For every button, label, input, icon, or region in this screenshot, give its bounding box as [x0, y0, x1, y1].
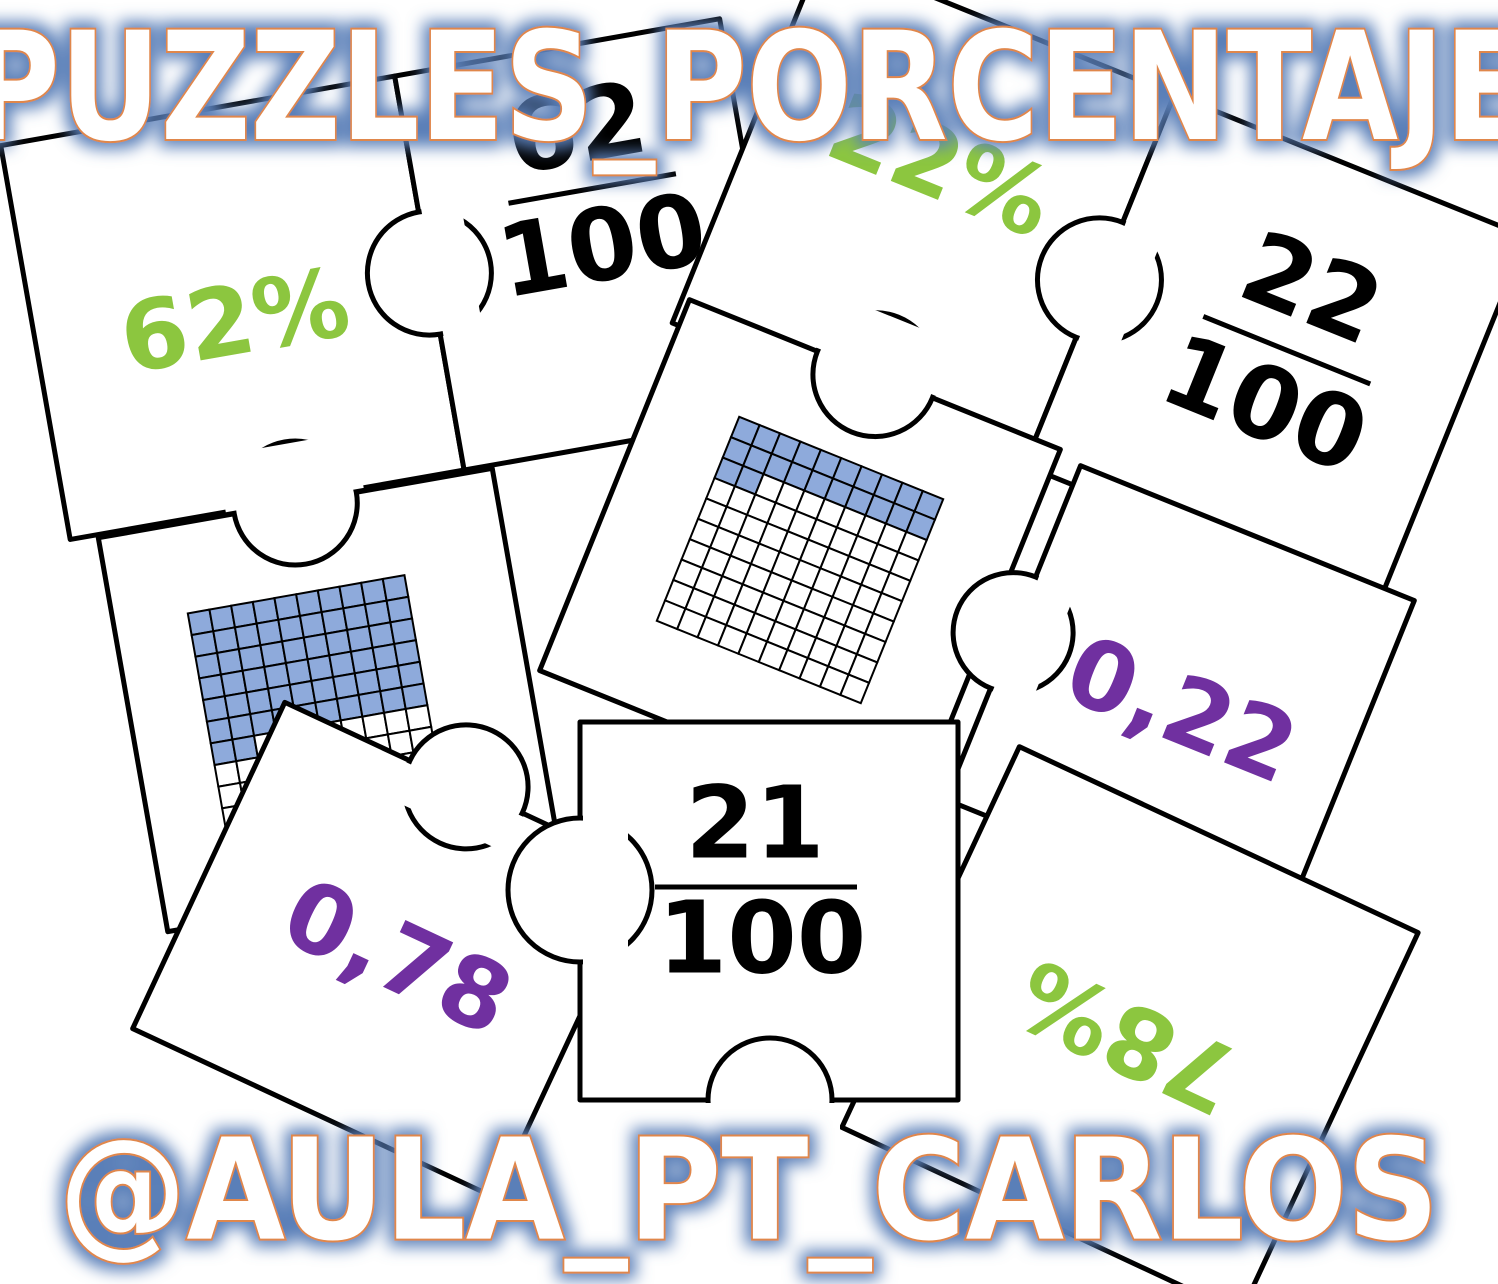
page: {"title": "PUZZLES_PORCENTAJE", "footer"… — [0, 0, 1498, 1284]
numerator: 21 — [685, 764, 824, 881]
footer: @AULA_PT_CARLOS — [59, 1110, 1439, 1273]
knob — [508, 818, 652, 962]
denominator: 100 — [658, 879, 867, 996]
title: PUZZLES_PORCENTAJE — [0, 1, 1498, 175]
puzzle-poster: 62% 62 100 22% 22 100 0,22 78% — [0, 0, 1498, 1284]
knob-cover — [583, 810, 628, 970]
